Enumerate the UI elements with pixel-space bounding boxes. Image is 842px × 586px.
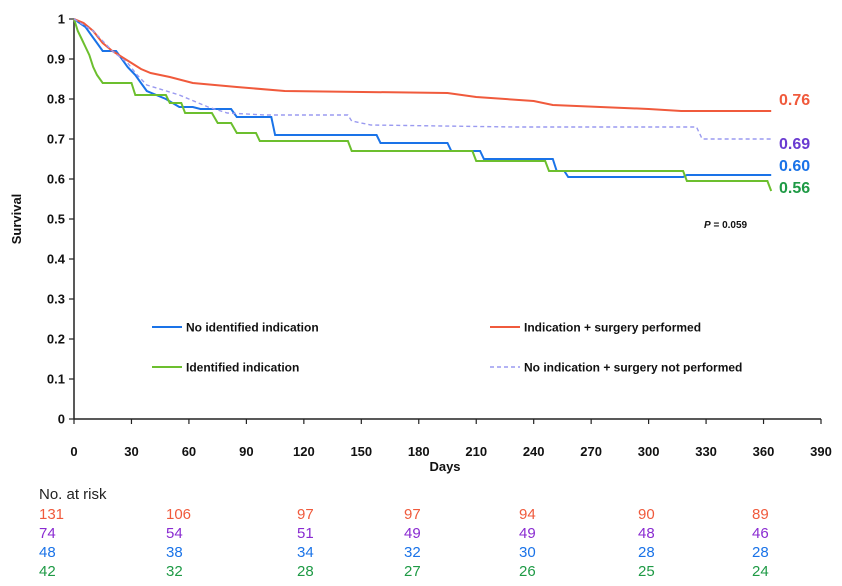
risk-cell: 131: [39, 506, 64, 523]
series-line-4: [73, 18, 772, 140]
risk-cell: 25: [638, 563, 655, 580]
end-label-1: 0.60: [779, 158, 810, 175]
y-tick-label: 0.8: [47, 92, 65, 107]
end-label-4: 0.69: [779, 136, 810, 153]
risk-cell: 38: [166, 544, 183, 561]
risk-cell: 24: [752, 563, 769, 580]
series-line-1: [73, 18, 772, 178]
x-tick-label: 300: [638, 444, 660, 459]
p-value: P = 0.059: [704, 220, 748, 231]
x-axis-title: Days: [429, 459, 460, 474]
risk-cell: 97: [297, 506, 314, 523]
risk-table: No. at risk 131 106 97 97 94 90 89 74 54 51 49 49 48…: [39, 486, 769, 580]
risk-cell: 48: [638, 525, 655, 542]
risk-cell: 94: [519, 506, 536, 523]
risk-cell: 34: [297, 544, 314, 561]
risk-cell: 54: [166, 525, 183, 542]
x-tick-label: 390: [810, 444, 832, 459]
axes: 0 0.1 0.2 0.3 0.4 0.5 0.6 0.7 0.8 0.9 1 0 30 60 90 120 1…: [47, 12, 832, 460]
x-tick-label: 180: [408, 444, 430, 459]
legend-label-3: Indication + surgery performed: [524, 321, 701, 335]
x-tick-label: 0: [70, 444, 77, 459]
end-label-3: 0.76: [779, 92, 810, 109]
risk-cell: 48: [39, 544, 56, 561]
risk-cell: 49: [404, 525, 421, 542]
x-tick-label: 330: [695, 444, 717, 459]
risk-cell: 51: [297, 525, 314, 542]
x-tick-label: 240: [523, 444, 545, 459]
risk-cell: 106: [166, 506, 191, 523]
risk-cell: 26: [519, 563, 536, 580]
series-layer: [73, 18, 773, 192]
y-tick-label: 0.4: [47, 252, 66, 267]
risk-cell: 28: [297, 563, 314, 580]
x-tick-label: 90: [239, 444, 253, 459]
x-tick-label: 30: [124, 444, 138, 459]
y-tick-label: 0.1: [47, 372, 65, 387]
risk-cell: 90: [638, 506, 655, 523]
y-tick-label: 0.5: [47, 212, 65, 227]
risk-cell: 46: [752, 525, 769, 542]
series-line-3: [73, 18, 772, 112]
series-line-2: [73, 18, 773, 192]
risk-cell: 49: [519, 525, 536, 542]
risk-cell: 89: [752, 506, 769, 523]
x-tick-label: 150: [350, 444, 372, 459]
risk-cell: 30: [519, 544, 536, 561]
x-tick-label: 120: [293, 444, 315, 459]
y-tick-label: 0.3: [47, 292, 65, 307]
risk-cell: 28: [752, 544, 769, 561]
risk-cell: 97: [404, 506, 421, 523]
y-tick-label: 0.9: [47, 52, 65, 67]
x-tick-label: 60: [182, 444, 196, 459]
legend: No identified indication Indication + sur…: [152, 321, 742, 375]
risk-table-title: No. at risk: [39, 486, 107, 503]
risk-cell: 32: [166, 563, 183, 580]
y-tick-label: 0: [58, 412, 65, 427]
end-labels: 0.76 0.69 0.60 0.56: [779, 92, 810, 197]
y-axis-title: Survival: [9, 194, 24, 245]
x-tick-label: 270: [580, 444, 602, 459]
x-tick-label: 360: [753, 444, 775, 459]
risk-cell: 74: [39, 525, 56, 542]
legend-label-1: No identified indication: [186, 321, 319, 335]
risk-cell: 28: [638, 544, 655, 561]
end-label-2: 0.56: [779, 180, 810, 197]
risk-cell: 42: [39, 563, 56, 580]
y-tick-label: 0.6: [47, 172, 65, 187]
y-tick-label: 1: [58, 12, 65, 27]
x-tick-label: 210: [465, 444, 487, 459]
risk-cell: 32: [404, 544, 421, 561]
y-tick-label: 0.7: [47, 132, 65, 147]
y-tick-label: 0.2: [47, 332, 65, 347]
legend-label-4: No indication + surgery not performed: [524, 361, 742, 375]
legend-label-2: Identified indication: [186, 361, 299, 375]
risk-cell: 27: [404, 563, 421, 580]
